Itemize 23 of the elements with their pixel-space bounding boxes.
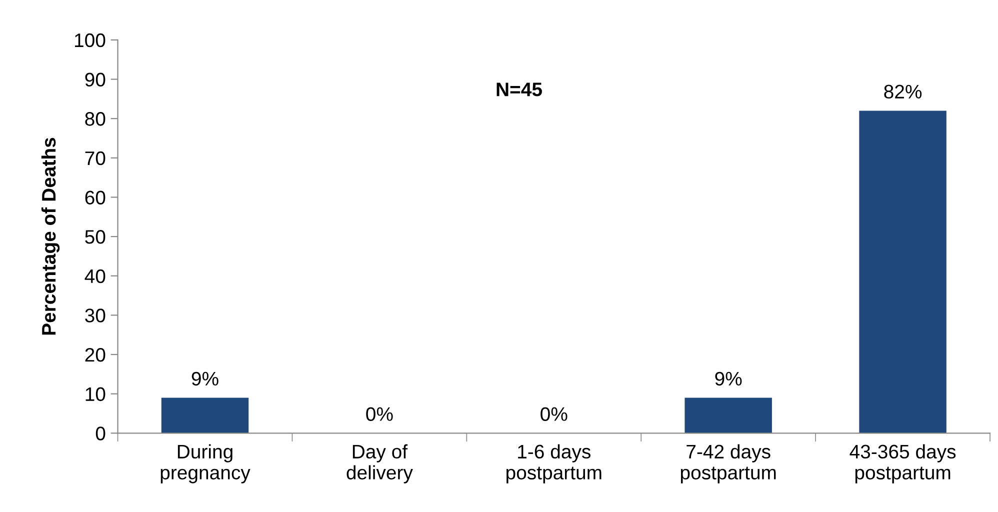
y-tick-label: 60	[85, 190, 106, 204]
y-tick-label: 30	[85, 308, 106, 322]
annotation: N=45	[496, 82, 542, 96]
x-tick-label: Day of delivery	[346, 444, 413, 484]
y-tick-label: 100	[75, 33, 106, 48]
x-tick-label: 1-6 days postpartum	[506, 444, 602, 484]
y-tick-label: 10	[86, 387, 106, 402]
data-label: 0%	[540, 407, 568, 421]
y-tick-label: 0	[96, 426, 106, 440]
y-tick-label: 90	[85, 72, 106, 86]
y-tick-label: 20	[85, 348, 106, 362]
y-tick-label: 70	[85, 151, 106, 166]
data-label: 9%	[715, 372, 742, 386]
y-axis-title: Percentage of Deaths	[41, 138, 60, 335]
data-label: 9%	[192, 372, 218, 386]
y-tick-label: 40	[84, 269, 106, 284]
y-tick-label: 80	[85, 112, 106, 126]
x-tick-label: During pregnancy	[160, 444, 250, 484]
data-label: 82%	[884, 84, 922, 99]
data-label: 0%	[366, 407, 393, 421]
x-tick-label: 7-42 days postpartum	[680, 444, 776, 484]
y-tick-label: 50	[85, 230, 106, 244]
x-tick-label: 43-365 days postpartum	[850, 444, 956, 484]
